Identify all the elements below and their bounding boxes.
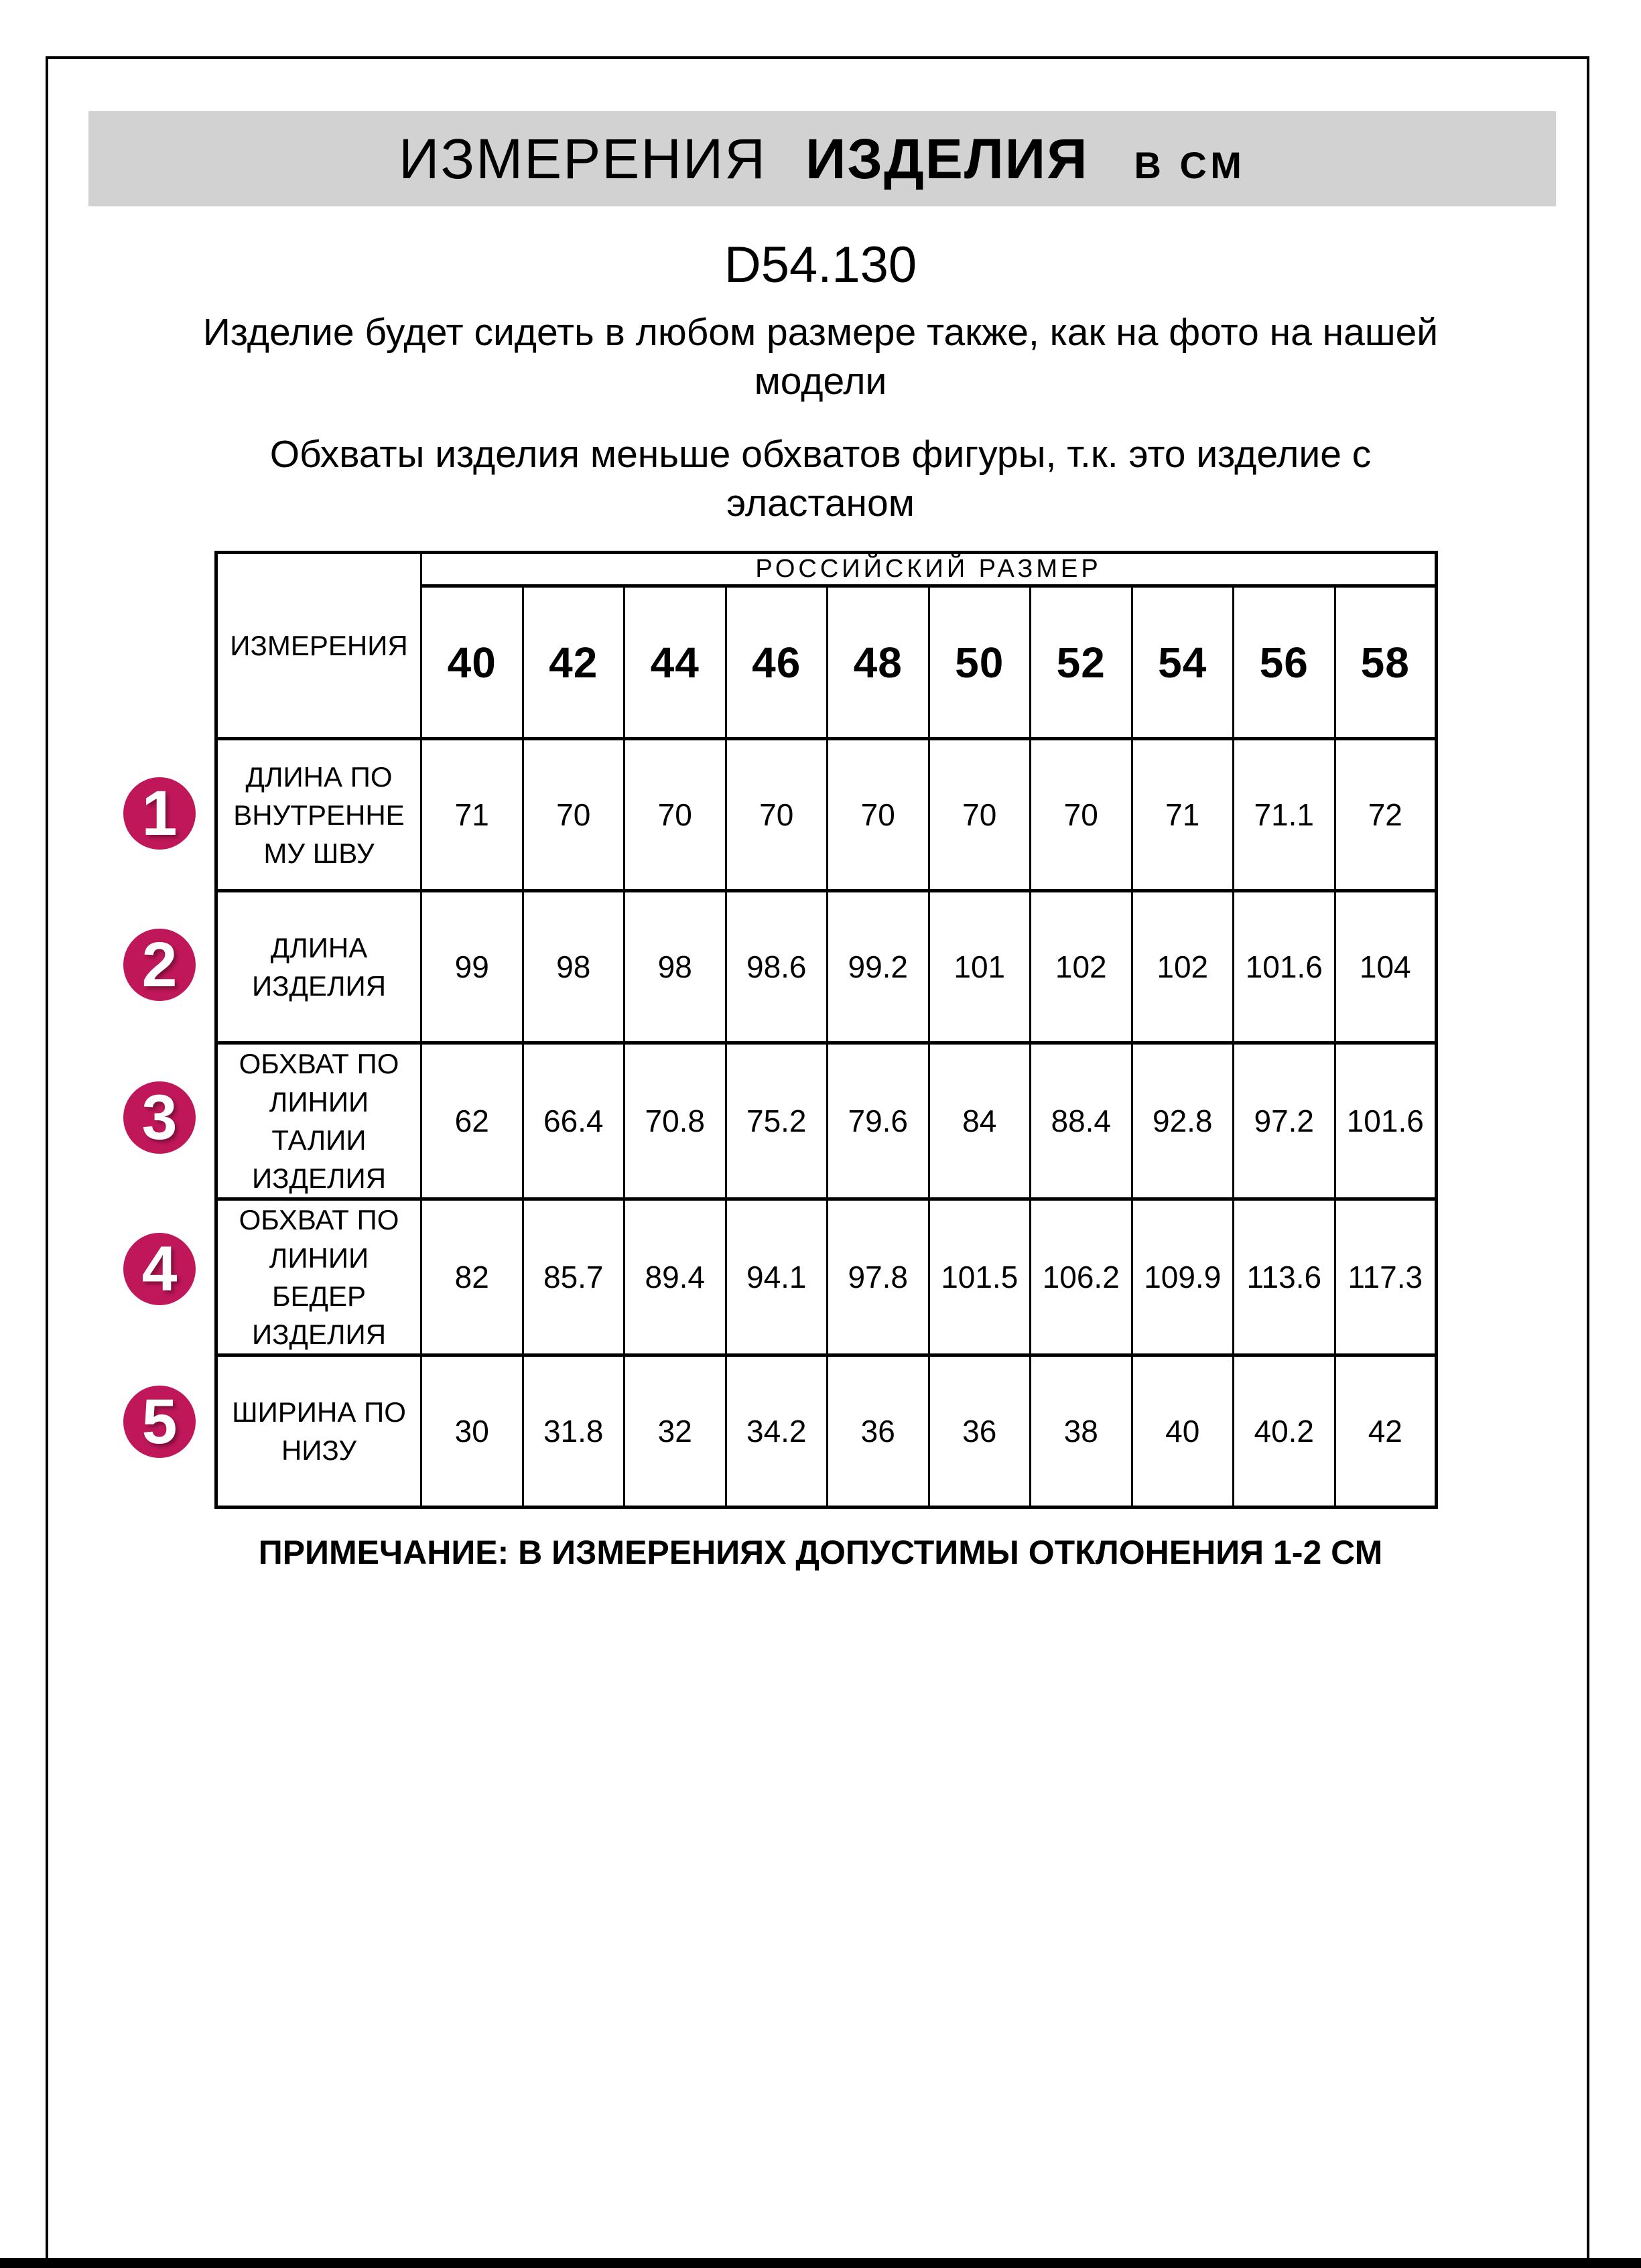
measurement-number-badge: 5 — [123, 1386, 196, 1458]
measurement-value: 84 — [927, 1041, 1031, 1201]
measurement-value: 70.8 — [623, 1041, 727, 1201]
page-border-frame — [46, 56, 1589, 2268]
bottom-edge-bar — [0, 2258, 1641, 2268]
measurement-value: 92.8 — [1130, 1041, 1234, 1201]
measurement-value: 89.4 — [623, 1197, 727, 1357]
measurement-value: 38 — [1029, 1353, 1133, 1509]
measurement-value: 85.7 — [521, 1197, 625, 1357]
measurement-number-badge: 4 — [123, 1233, 196, 1305]
measurement-value: 101 — [927, 889, 1031, 1045]
measurement-value: 101.5 — [927, 1197, 1031, 1357]
table-row-bottom-width: ШИРИНА ПО НИЗУ 30 31.8 32 34.2 36 36 38 … — [215, 1353, 1438, 1509]
measurement-value: 99 — [420, 889, 524, 1045]
table-row-garment-length: ДЛИНА ИЗДЕЛИЯ 99 98 98 98.6 99.2 101 102… — [215, 889, 1438, 1045]
table-row-size-group: ИЗМЕРЕНИЯ РОССИЙСКИЙ РАЗМЕР — [215, 551, 1438, 740]
measurement-value: 79.6 — [826, 1041, 930, 1201]
measurement-value: 88.4 — [1029, 1041, 1133, 1201]
measurement-value: 34.2 — [724, 1353, 828, 1509]
measurement-value: 70 — [521, 737, 625, 892]
elastane-note-paragraph: Обхваты изделия меньше обхватов фигуры, … — [269, 433, 1372, 525]
size-header: 44 — [623, 584, 727, 740]
measurement-value: 62 — [420, 1041, 524, 1201]
measurement-value: 32 — [623, 1353, 727, 1509]
size-header: 40 — [420, 584, 524, 740]
table-row-hip-girth: ОБХВАТ ПО ЛИНИИ БЕДЕР ИЗДЕЛИЯ 82 85.7 89… — [215, 1197, 1438, 1357]
header-banner: ИЗМЕРЕНИЯ ИЗДЕЛИЯ В СМ — [88, 111, 1556, 206]
measurement-value: 102 — [1029, 889, 1133, 1045]
measurement-number-badge: 1 — [123, 777, 196, 850]
fit-note-paragraph: Изделие будет сидеть в любом размере так… — [202, 311, 1439, 403]
measurement-value: 104 — [1333, 889, 1438, 1045]
size-header: 46 — [724, 584, 828, 740]
measurement-value: 30 — [420, 1353, 524, 1509]
measurement-value: 101.6 — [1333, 1041, 1438, 1201]
measurement-value: 117.3 — [1333, 1197, 1438, 1357]
measurement-value: 70 — [826, 737, 930, 892]
measurement-label: ДЛИНА ПО ВНУТРЕННЕ МУ ШВУ — [215, 737, 422, 892]
size-header: 52 — [1029, 584, 1133, 740]
size-header: 54 — [1130, 584, 1234, 740]
measurement-value: 109.9 — [1130, 1197, 1234, 1357]
measurement-value: 72 — [1333, 737, 1438, 892]
measurement-value: 71 — [420, 737, 524, 892]
measurement-value: 42 — [1333, 1353, 1438, 1509]
measurement-value: 82 — [420, 1197, 524, 1357]
size-header: 56 — [1232, 584, 1336, 740]
measurement-value: 98.6 — [724, 889, 828, 1045]
measurement-value: 40.2 — [1232, 1353, 1336, 1509]
measurement-value: 75.2 — [724, 1041, 828, 1201]
size-header: 50 — [927, 584, 1031, 740]
measurement-label: ШИРИНА ПО НИЗУ — [215, 1353, 422, 1509]
measurement-value: 71.1 — [1232, 737, 1336, 892]
banner-unit-label: В СМ — [1134, 144, 1246, 186]
measurement-value: 99.2 — [826, 889, 930, 1045]
measurement-value: 40 — [1130, 1353, 1234, 1509]
measurement-label: ОБХВАТ ПО ЛИНИИ БЕДЕР ИЗДЕЛИЯ — [215, 1197, 422, 1357]
measurement-value: 98 — [521, 889, 625, 1045]
measurement-value: 101.6 — [1232, 889, 1336, 1045]
size-header: 58 — [1333, 584, 1438, 740]
measurement-value: 97.2 — [1232, 1041, 1336, 1201]
measurement-value: 70 — [1029, 737, 1133, 892]
measurement-value: 70 — [623, 737, 727, 892]
measurement-number-badge: 3 — [123, 1081, 196, 1154]
measurement-number-badge: 2 — [123, 929, 196, 1001]
size-header: 48 — [826, 584, 930, 740]
banner-title-measurements: ИЗМЕРЕНИЯ — [399, 127, 767, 190]
measurement-label: ДЛИНА ИЗДЕЛИЯ — [215, 889, 422, 1045]
product-code: D54.130 — [724, 237, 917, 293]
table-row-waist-girth: ОБХВАТ ПО ЛИНИИ ТАЛИИ ИЗДЕЛИЯ 62 66.4 70… — [215, 1041, 1438, 1201]
measurement-value: 71 — [1130, 737, 1234, 892]
measurement-value: 31.8 — [521, 1353, 625, 1509]
tolerance-footnote: ПРИМЕЧАНИЕ: В ИЗМЕРЕНИЯХ ДОПУСТИМЫ ОТКЛО… — [258, 1534, 1383, 1571]
measurement-value: 36 — [826, 1353, 930, 1509]
measurement-value: 94.1 — [724, 1197, 828, 1357]
banner-title-product: ИЗДЕЛИЯ — [805, 127, 1089, 190]
table-row-inseam-length: ДЛИНА ПО ВНУТРЕННЕ МУ ШВУ 71 70 70 70 70… — [215, 737, 1438, 892]
measurement-value: 70 — [724, 737, 828, 892]
size-header: 42 — [521, 584, 625, 740]
table-corner-label: ИЗМЕРЕНИЯ — [215, 551, 422, 740]
measurement-value: 36 — [927, 1353, 1031, 1509]
table-row-sizes: 40 42 44 46 48 50 52 54 56 58 — [216, 584, 1438, 740]
measurement-label: ОБХВАТ ПО ЛИНИИ ТАЛИИ ИЗДЕЛИЯ — [215, 1041, 422, 1201]
measurement-value: 66.4 — [521, 1041, 625, 1201]
measurement-value: 102 — [1130, 889, 1234, 1045]
measurement-value: 113.6 — [1232, 1197, 1336, 1357]
measurements-table: ИЗМЕРЕНИЯ РОССИЙСКИЙ РАЗМЕР 40 42 44 46 … — [214, 551, 1439, 1509]
size-group-header: РОССИЙСКИЙ РАЗМЕР — [419, 551, 1438, 588]
measurement-value: 98 — [623, 889, 727, 1045]
measurement-value: 97.8 — [826, 1197, 930, 1357]
measurement-value: 70 — [927, 737, 1031, 892]
measurement-value: 106.2 — [1029, 1197, 1133, 1357]
